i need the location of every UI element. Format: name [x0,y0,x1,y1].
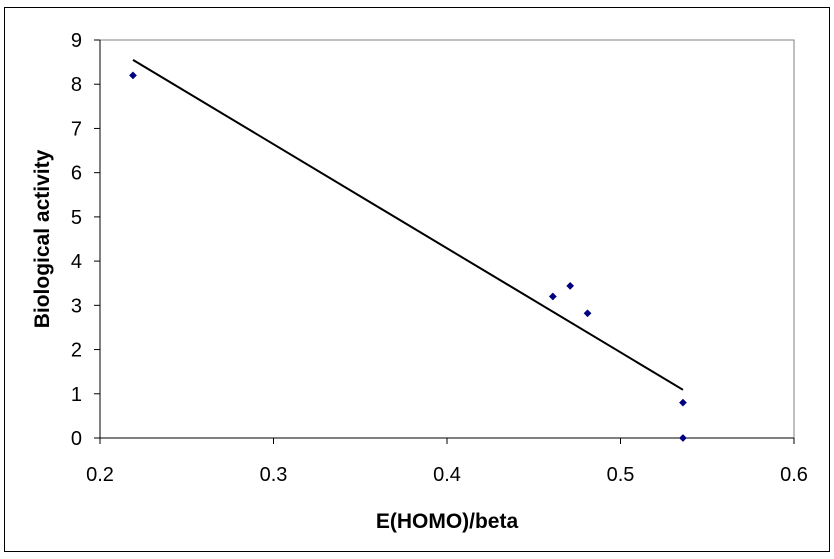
y-tick-label: 7 [71,118,82,140]
x-tick-label: 0.3 [260,464,288,486]
y-axis-title: Biological activity [31,149,54,328]
data-point [679,434,687,442]
x-axis-ticks: 0.2 0.3 0.4 0.5 0.6 [86,438,808,486]
y-tick-label: 2 [71,340,82,362]
y-tick-label: 8 [71,74,82,96]
y-tick-label: 6 [71,163,82,185]
series-layer [129,59,687,442]
y-axis-ticks: 0 1 2 3 4 5 6 7 8 9 [71,30,100,450]
y-tick-label: 3 [71,295,82,317]
y-tick-label: 1 [71,384,82,406]
data-point [566,281,575,290]
data-point [129,71,137,80]
x-tick-label: 0.5 [607,464,635,486]
x-tick-label: 0.4 [433,464,461,486]
data-point [583,309,592,318]
y-tick-label: 5 [71,207,82,229]
data-point [548,292,557,301]
data-point [679,398,687,407]
y-tick-label: 4 [71,251,82,273]
y-tick-label: 9 [71,30,82,52]
x-tick-label: 0.2 [86,464,114,486]
x-axis-title: E(HOMO)/beta [376,510,519,533]
plot-area [99,39,795,439]
trend-line [132,59,684,391]
x-tick-label: 0.6 [780,464,808,486]
y-tick-label: 0 [71,428,82,450]
